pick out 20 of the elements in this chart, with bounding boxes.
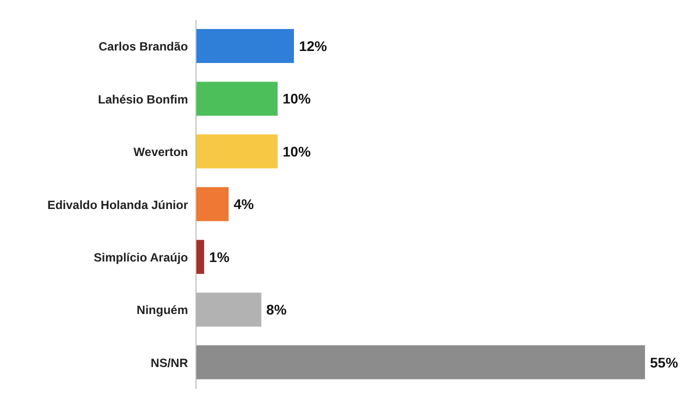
data-label: 12% [298, 38, 328, 54]
bar [196, 134, 278, 168]
y-tick-label: Ninguém [136, 303, 188, 318]
y-tick-label: Lahésio Bonfim [98, 92, 188, 106]
bar [196, 82, 278, 116]
data-label: 10% [282, 90, 312, 107]
data-label: 1% [209, 248, 230, 265]
bar [196, 240, 204, 274]
y-tick-label: Carlos Brandão [98, 40, 188, 54]
y-tick-label: Simplício Araújo [94, 250, 188, 264]
bar [196, 187, 229, 222]
bar [196, 345, 645, 380]
data-label: 55% [650, 354, 679, 370]
data-label: 4% [234, 196, 254, 212]
data-label: 10% [282, 143, 312, 160]
data-label: 8% [266, 302, 288, 318]
y-tick-label: NS/NR [150, 356, 188, 370]
y-tick-label: Edivaldo Holanda Júnior [47, 198, 188, 212]
y-tick-label: Weverton [134, 145, 188, 160]
bar [196, 29, 294, 63]
